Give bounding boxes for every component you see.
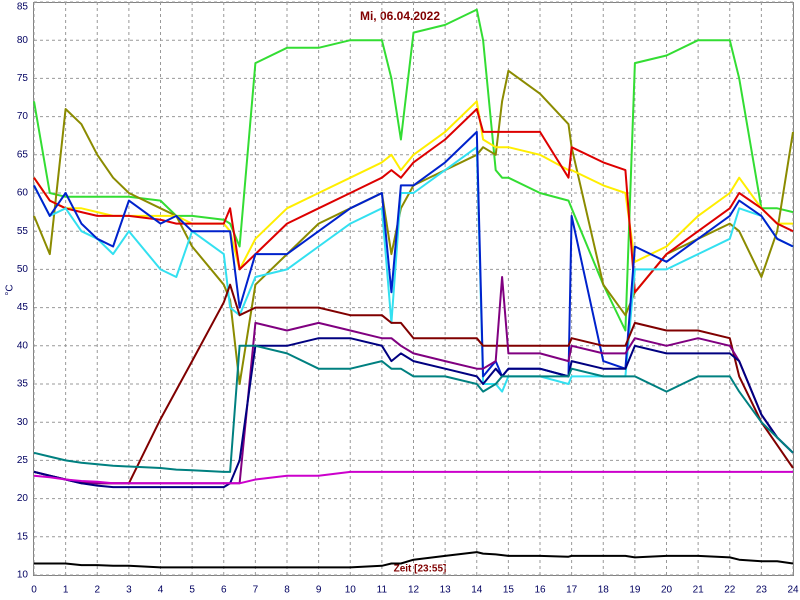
chart-title: Mi, 06.04.2022 [360,9,440,23]
y-tick-label: 65 [17,149,29,160]
x-tick-label: 20 [661,585,673,596]
x-tick-label: 6 [221,585,227,596]
y-tick-label: 60 [17,188,29,199]
series-line [33,344,794,473]
x-tick-label: 18 [598,585,610,596]
y-tick-label: 15 [17,531,29,542]
x-tick-label: 17 [566,585,578,596]
series-line [33,470,793,485]
y-tick-label: 25 [17,455,29,466]
y-tick-label: 45 [17,302,29,313]
y-axis-label: °C [5,284,16,295]
series-line [33,146,794,393]
y-tick-label: 50 [17,264,29,275]
x-tick-label: 13 [440,585,452,596]
y-tick-label: 80 [17,35,29,46]
y-tick-label: 55 [17,226,29,237]
x-tick-label: 10 [345,585,357,596]
y-tick-label: 85 [17,2,29,13]
series-line [33,130,794,378]
x-tick-label: 11 [377,585,388,596]
x-tick-label: 22 [724,585,736,596]
y-tick-label: 20 [17,493,29,504]
series-line [33,283,794,485]
x-tick-label: 24 [787,585,799,596]
x-tick-label: 15 [503,585,515,596]
x-tick-label: 19 [629,585,641,596]
series-line [33,337,794,489]
x-tick-label: 4 [158,585,164,596]
series-line [34,551,794,569]
x-tick-label: 21 [693,585,705,596]
x-tick-label: 2 [94,585,100,596]
series-line [33,108,794,294]
y-tick-label: 10 [17,570,29,581]
x-tick-label: 3 [126,585,132,596]
x-tick-label: 0 [31,585,37,596]
x-tick-label: 5 [189,585,195,596]
x-tick-label: 1 [63,585,69,596]
x-tick-label: 16 [534,585,546,596]
x-tick-label: 8 [284,585,290,596]
x-tick-label: 9 [316,585,322,596]
y-tick-label: 75 [17,73,29,84]
x-tick-label: 23 [756,585,768,596]
x-tick-label: 7 [253,585,259,596]
y-tick-label: 40 [17,340,29,351]
y-tick-label: 30 [17,417,29,428]
x-tick-label: 12 [408,585,420,596]
x-tick-label: 14 [471,585,483,596]
time-annotation: Zeit [23:55] [394,564,447,575]
series-line [33,8,794,332]
y-tick-label: 35 [17,379,29,390]
y-tick-label: 70 [17,111,29,122]
